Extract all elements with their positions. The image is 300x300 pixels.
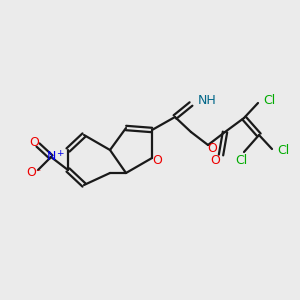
Text: NH: NH	[198, 94, 217, 107]
Text: N: N	[46, 151, 56, 164]
Text: O: O	[210, 154, 220, 167]
Text: Cl: Cl	[263, 94, 275, 106]
Text: O: O	[152, 154, 162, 167]
Text: O: O	[29, 136, 39, 148]
Text: O: O	[26, 167, 36, 179]
Text: Cl: Cl	[277, 145, 289, 158]
Text: +: +	[56, 149, 64, 158]
Text: Cl: Cl	[235, 154, 247, 166]
Text: ⁻: ⁻	[35, 168, 40, 178]
Text: O: O	[207, 142, 217, 154]
